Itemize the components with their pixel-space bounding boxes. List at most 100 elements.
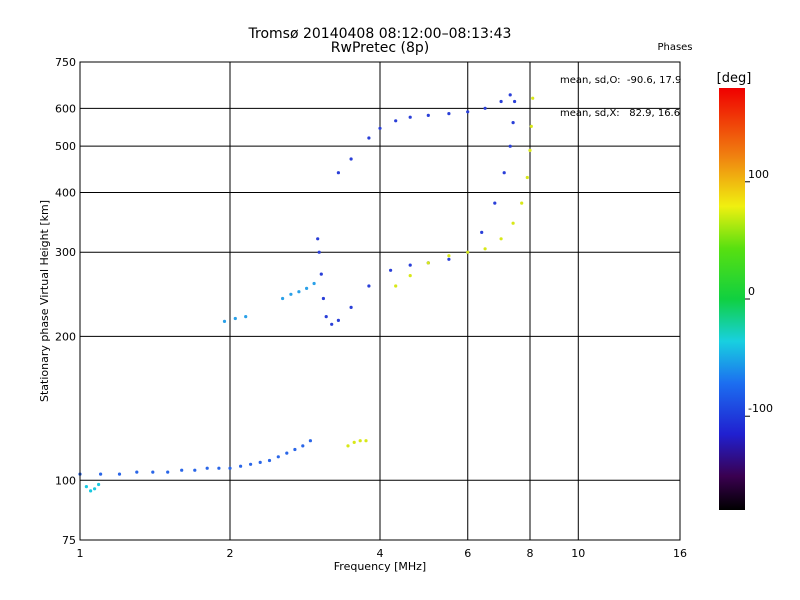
- data-point: [426, 261, 430, 265]
- data-point: [394, 119, 398, 123]
- data-point: [499, 99, 503, 104]
- data-point: [394, 284, 398, 288]
- data-point: [358, 439, 362, 443]
- data-point: [249, 462, 253, 466]
- phase-stats-o: mean, sd,O: -90.6, 17.9: [560, 75, 682, 86]
- data-point: [352, 440, 356, 444]
- data-point: [285, 451, 289, 455]
- data-points: [78, 93, 535, 493]
- y-axis-label: Stationary phase Virtual Height [km]: [38, 200, 51, 402]
- data-point: [228, 466, 232, 470]
- data-point: [316, 237, 320, 241]
- x-tick-label: 16: [673, 547, 687, 560]
- data-point: [508, 144, 512, 148]
- data-point: [205, 466, 209, 470]
- data-point: [135, 470, 139, 474]
- phase-stats: Phases mean, sd,O: -90.6, 17.9 mean, sd,…: [560, 20, 730, 130]
- y-tick-label: 100: [55, 474, 76, 487]
- x-tick-label: 4: [377, 547, 384, 560]
- data-point: [276, 455, 280, 459]
- y-tick-label: 300: [55, 246, 76, 259]
- data-point: [193, 468, 197, 472]
- plot-frame: [79, 61, 681, 541]
- data-point: [513, 99, 517, 104]
- series: [78, 439, 312, 476]
- y-tick-label: 750: [55, 56, 76, 69]
- data-point: [466, 250, 470, 254]
- data-point: [502, 171, 506, 175]
- x-tick-label: 1: [77, 547, 84, 560]
- data-point: [84, 485, 88, 489]
- series: [394, 96, 535, 288]
- data-point: [99, 472, 103, 476]
- y-tick-label: 600: [55, 102, 76, 115]
- colorbar-tick-label: -100: [748, 402, 773, 415]
- data-point: [529, 124, 533, 128]
- data-point: [151, 470, 155, 474]
- data-point: [319, 272, 323, 276]
- data-point: [317, 250, 321, 254]
- data-point: [508, 93, 512, 97]
- data-point: [97, 482, 101, 487]
- colorbar-tick-label: 100: [748, 168, 769, 181]
- x-tick-label: 8: [527, 547, 534, 560]
- data-point: [297, 290, 301, 294]
- data-point: [408, 274, 412, 278]
- data-point: [367, 284, 371, 288]
- data-point: [447, 257, 451, 261]
- data-point: [308, 439, 312, 443]
- data-point: [426, 113, 430, 117]
- data-point: [180, 468, 184, 472]
- data-point: [511, 121, 515, 125]
- colorbar-tick-label: 0: [748, 285, 755, 298]
- phase-stats-x: mean, sd,X: 82.9, 16.6: [560, 108, 681, 119]
- series: [346, 439, 368, 448]
- data-point: [301, 444, 305, 448]
- colorbar: [719, 88, 745, 510]
- data-point: [367, 136, 371, 140]
- data-point: [336, 171, 340, 175]
- data-point: [447, 254, 451, 258]
- data-point: [324, 315, 328, 319]
- y-tick-label: 500: [55, 140, 76, 153]
- data-point: [378, 126, 382, 130]
- data-point: [408, 263, 412, 267]
- chart-title-line1: Tromsø 20140408 08:12:00–08:13:43: [248, 26, 512, 42]
- grid: [80, 62, 680, 540]
- series: [222, 281, 316, 323]
- data-point: [511, 221, 515, 225]
- y-tick-label: 400: [55, 186, 76, 199]
- data-point: [336, 318, 340, 322]
- data-point: [528, 148, 532, 152]
- x-axis-label: Frequency [MHz]: [334, 560, 426, 573]
- data-point: [233, 316, 237, 321]
- data-point: [293, 447, 297, 452]
- x-tick-label: 10: [571, 547, 585, 560]
- data-point: [349, 157, 353, 161]
- data-point: [89, 489, 93, 493]
- chart-title-line2: RwPretec (8p): [330, 40, 430, 56]
- phase-stats-title: Phases: [657, 42, 693, 53]
- data-point: [281, 296, 285, 301]
- data-point: [312, 281, 316, 286]
- data-point: [525, 175, 529, 180]
- data-point: [258, 460, 262, 464]
- data-point: [166, 470, 170, 474]
- data-point: [531, 96, 535, 100]
- data-point: [447, 112, 451, 116]
- x-tick-label: 2: [227, 547, 234, 560]
- data-point: [493, 201, 497, 205]
- data-point: [93, 487, 97, 491]
- data-point: [483, 247, 487, 251]
- colorbar-ticks: -100 0 100: [745, 168, 773, 417]
- series: [336, 93, 512, 175]
- data-point: [483, 106, 487, 110]
- data-point: [346, 444, 350, 448]
- data-point: [239, 464, 243, 468]
- data-point: [117, 472, 122, 476]
- x-tick-label: 6: [464, 547, 471, 560]
- data-point: [520, 201, 524, 205]
- data-point: [244, 315, 248, 319]
- y-tick-label: 200: [55, 330, 76, 343]
